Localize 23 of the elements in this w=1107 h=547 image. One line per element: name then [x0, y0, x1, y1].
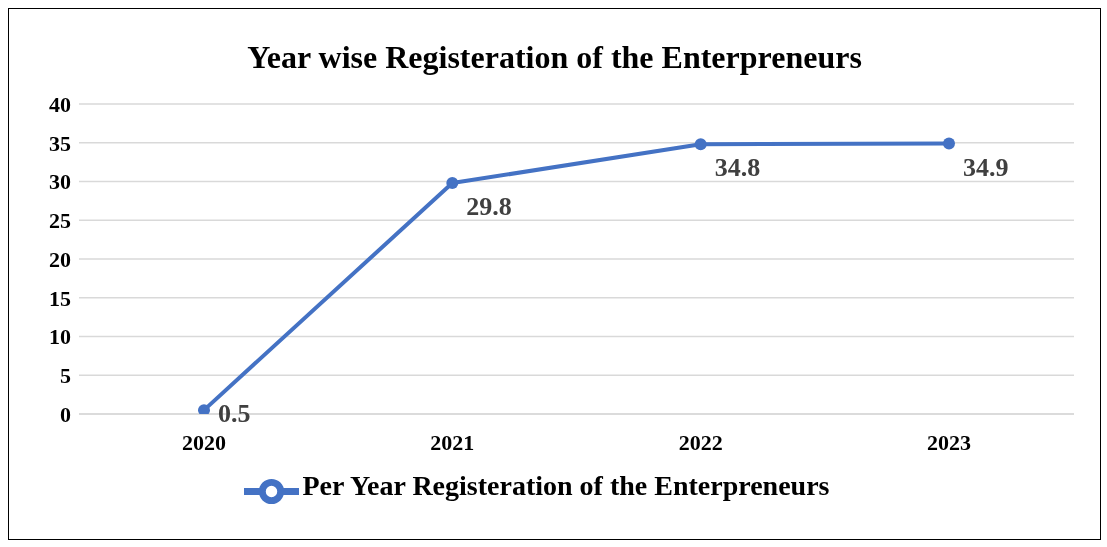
point: [198, 404, 210, 414]
data-label: 0.5: [218, 399, 251, 429]
x-tick-label: 2022: [678, 429, 723, 455]
y-tick-label: 30: [49, 169, 71, 195]
data-label: 34.9: [963, 152, 1009, 182]
y-tick-label: 0: [60, 401, 71, 427]
y-tick-label: 25: [49, 208, 71, 234]
point: [943, 137, 955, 150]
x-tick-label: 2020: [182, 429, 226, 455]
y-tick-label: 5: [60, 363, 71, 389]
chart-title: Year wise Registeration of the Enterpreneurs: [246, 39, 863, 76]
point: [694, 138, 707, 151]
x-tick-label: 2021: [430, 429, 475, 455]
y-tick-label: 40: [49, 91, 71, 117]
data-label: 29.8: [466, 192, 512, 222]
y-tick-label: 35: [49, 130, 71, 156]
data-label: 34.8: [714, 153, 761, 183]
legend-label: Per Year Registeration of the Enterpreneurs: [302, 470, 830, 502]
y-tick-label: 20: [49, 246, 71, 272]
y-tick-label: 15: [49, 285, 71, 311]
point: [446, 177, 459, 190]
x-tick-label: 2023: [927, 429, 971, 455]
y-tick-label: 10: [49, 324, 71, 350]
